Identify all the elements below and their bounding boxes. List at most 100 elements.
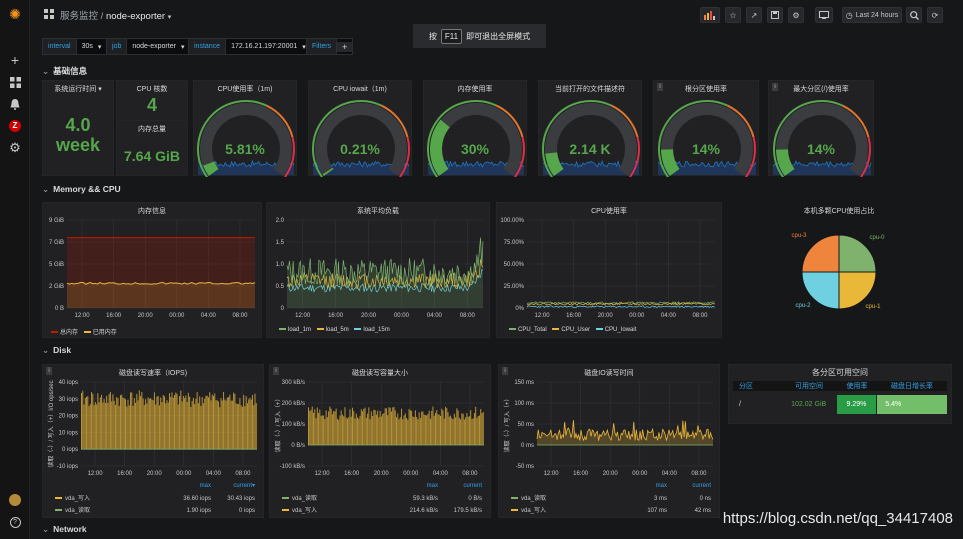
cpu-panel-title[interactable]: CPU使用率 [591, 208, 627, 215]
capacity-panel[interactable]: i 磁盘读写容量大小 300 kB/s 200 kB/s 100 kB/s 0 B/s… [269, 364, 491, 518]
write-bar [190, 406, 192, 450]
write-bar [414, 410, 416, 445]
row-memory-cpu[interactable]: ⌄ Memory && CPU [42, 184, 121, 195]
zoom-out-icon[interactable] [906, 7, 922, 23]
var-filters[interactable]: Filters + [306, 38, 354, 55]
time-picker-button[interactable]: ◷ Last 24 hours [842, 7, 902, 23]
row-disk[interactable]: ⌄ Disk [42, 345, 71, 356]
gauge-title[interactable]: 当前打开的文件描述符 [555, 86, 625, 93]
io-time-chart[interactable]: 150 ms 100 ms 50 ms 0 ms -50 ms 12:00 16:00 20:… [499, 365, 721, 519]
write-bar [99, 397, 101, 450]
y-tick-label: 2 GiB [49, 284, 64, 290]
avatar[interactable] [7, 492, 23, 508]
legend-total-mem[interactable]: 总内存 [51, 330, 78, 336]
info-icon[interactable]: i [46, 367, 52, 375]
settings-gear-icon[interactable]: ⚙ [788, 7, 804, 23]
plus-icon[interactable]: + [10, 52, 20, 68]
info-icon[interactable]: i [657, 83, 663, 91]
legend-used-mem[interactable]: 已用内存 [83, 330, 117, 336]
partition-panel[interactable]: 各分区可用空间 分区 可用空间 使用率 磁盘日增长率 / 102.02 GiB … [728, 364, 952, 424]
var-interval[interactable]: interval 30s ▾ [42, 38, 108, 55]
star-icon[interactable]: ☆ [725, 7, 741, 23]
save-icon[interactable] [767, 7, 783, 23]
info-icon[interactable]: i [273, 367, 279, 375]
var-instance[interactable]: instance 172.16.21.197:20001 ▾ [188, 38, 312, 55]
gauge-title[interactable]: CPU使用率（1m) [217, 86, 273, 93]
gauge-panel[interactable]: i 根分区使用率 14% [653, 80, 759, 177]
gear-icon[interactable]: ⚙ [9, 140, 21, 155]
legend-cpu-user[interactable]: CPU_User [552, 327, 590, 333]
gauge-title[interactable]: 最大分区(/)使用率 [793, 86, 849, 93]
gauge-panel[interactable]: CPU iowait（1m) 0.21% [308, 80, 412, 177]
partition-title[interactable]: 各分区可用空间 [812, 368, 868, 377]
var-instance-value[interactable]: 172.16.21.197:20001 [231, 43, 298, 50]
iops-panel-title[interactable]: 磁盘读写速率（IOPS) [118, 370, 188, 377]
info-icon[interactable]: i [502, 367, 508, 375]
x-tick-label: 08:00 [460, 313, 476, 319]
io-time-panel-title[interactable]: 磁盘IO读写时间 [584, 370, 634, 377]
row-basic-info[interactable]: ⌄ 基础信息 [42, 65, 87, 77]
cpu-pie-title[interactable]: 本机多颗CPU使用占比 [803, 208, 875, 215]
legend-load-15m[interactable]: load_15m [354, 327, 390, 333]
gauge-panel[interactable]: CPU使用率（1m) 5.81% [193, 80, 297, 177]
breadcrumb[interactable]: 服务监控 / node-exporter ▾ [60, 8, 171, 22]
info-icon[interactable]: i [772, 83, 778, 91]
load-panel[interactable]: 系统平均负载 2.0 1.5 1.0 0.5 0 12:00 16:00 20:00 00:00… [266, 202, 490, 338]
grafana-logo-icon[interactable]: ✺ [9, 5, 21, 22]
mem-total-title[interactable]: 内存总量 [138, 126, 166, 133]
cpu-chart[interactable]: 100.00% 75.00% 50.00% 25.00% 0% 12:00 16:00 20:… [497, 203, 723, 328]
dashboards-icon[interactable] [7, 74, 23, 90]
bell-icon[interactable] [7, 96, 23, 112]
gauge-title[interactable]: 内存使用率 [457, 86, 493, 93]
chevron-down-icon[interactable]: ▾ [167, 14, 172, 21]
header-growth[interactable]: 磁盘日增长率 [891, 383, 933, 390]
legend-load-5m[interactable]: load_5m [316, 327, 349, 333]
cpu-pie-chart[interactable]: cpu-0 cpu-1 cpu-2 cpu-3 [727, 203, 953, 339]
gauge-panel[interactable]: 内存使用率 30% [423, 80, 527, 177]
write-bar [363, 408, 365, 445]
io-time-panel[interactable]: i 磁盘IO读写时间 150 ms 100 ms 50 ms 0 ms -50 ms 12… [498, 364, 720, 518]
gauge-panel[interactable]: i 最大分区(/)使用率 14% [768, 80, 874, 177]
dashboard-title[interactable]: node-exporter [105, 11, 166, 22]
gauge-panel[interactable]: 当前打开的文件描述符 2.14 K [538, 80, 642, 177]
legend-load-1m[interactable]: load_1m [279, 327, 311, 333]
add-panel-button[interactable] [700, 7, 720, 23]
iops-panel[interactable]: i 磁盘读写速率（IOPS) 40 iops 30 iops 20 iops 10 i… [42, 364, 264, 518]
var-interval-value[interactable]: 30s [81, 43, 93, 50]
iops-chart[interactable]: 40 iops 30 iops 20 iops 10 iops 0 iops -10 io… [43, 365, 265, 519]
cpu-cores-title[interactable]: CPU 核数 [136, 86, 168, 93]
load-panel-title[interactable]: 系统平均负载 [357, 208, 399, 215]
refresh-icon[interactable]: ⟳ [927, 7, 943, 23]
gauge-title[interactable]: 根分区使用率 [685, 86, 727, 93]
gauge-title[interactable]: CPU iowait（1m) [333, 86, 387, 93]
legend-current: 0 iops [239, 508, 255, 514]
cpu-pie-panel[interactable]: 本机多颗CPU使用占比 cpu-0 cpu-1 cpu-2 cpu-3 [726, 202, 952, 338]
uptime-title[interactable]: 系统运行时间 ▾ [54, 86, 102, 93]
share-icon[interactable]: ↗ [746, 7, 762, 23]
var-job[interactable]: job node-exporter ▾ [106, 38, 191, 55]
x-tick-label: 20:00 [147, 471, 163, 477]
header-usage[interactable]: 使用率 [846, 383, 868, 390]
memory-panel[interactable]: 内存信息 9 GiB 7 GiB 5 GiB 2 GiB 0 B 12:00 16:00 20… [42, 202, 262, 338]
breadcrumb-folder[interactable]: 服务监控 [60, 11, 99, 22]
gauge-threshold-orange [842, 104, 870, 138]
capacity-panel-title[interactable]: 磁盘读写容量大小 [352, 370, 408, 377]
filters-add-button[interactable]: + [337, 41, 353, 52]
header-free[interactable]: 可用空间 [795, 383, 823, 390]
header-mount[interactable]: 分区 [739, 383, 753, 390]
legend-cpu-total[interactable]: CPU_Total [509, 327, 547, 333]
load-chart[interactable]: 2.0 1.5 1.0 0.5 0 12:00 16:00 20:00 00:00 04:00 08… [267, 203, 491, 328]
mem-total-panel[interactable]: 内存总量 7.64 GiB [116, 120, 188, 176]
memory-panel-title[interactable]: 内存信息 [138, 208, 166, 215]
uptime-panel[interactable]: 系统运行时间 ▾ 4.0 week [42, 80, 114, 176]
zabbix-icon[interactable]: Z [7, 118, 23, 134]
legend-cpu-iowait[interactable]: CPU_Iowait [595, 327, 636, 333]
help-icon[interactable]: ? [7, 514, 23, 530]
write-bar [209, 392, 211, 450]
tv-mode-icon[interactable] [815, 7, 833, 23]
var-job-value[interactable]: node-exporter [132, 43, 176, 50]
capacity-chart[interactable]: 300 kB/s 200 kB/s 100 kB/s 0 B/s -100 kB/s 12… [270, 365, 492, 519]
row-network[interactable]: ⌄ Network [42, 524, 87, 535]
memory-chart[interactable]: 9 GiB 7 GiB 5 GiB 2 GiB 0 B 12:00 16:00 20:00 00… [43, 203, 263, 328]
cpu-panel[interactable]: CPU使用率 100.00% 75.00% 50.00% 25.00% 0% 12:00 1… [496, 202, 722, 338]
